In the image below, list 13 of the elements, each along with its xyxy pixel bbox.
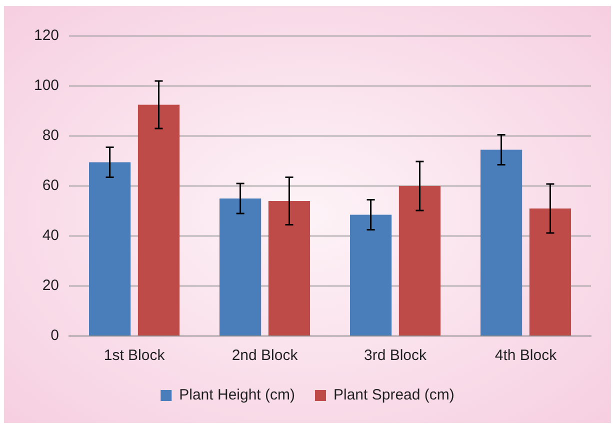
x-tick-label: 3rd Block [364, 347, 428, 364]
legend-label: Plant Spread (cm) [333, 386, 454, 404]
y-tick-label: 100 [34, 77, 60, 94]
x-tick-label: 4th Block [494, 347, 558, 364]
y-tick-label: 20 [42, 277, 60, 294]
x-tick-label: 1st Block [104, 347, 166, 364]
x-tick-label: 2nd Block [232, 347, 298, 364]
y-tick-label: 120 [34, 27, 60, 44]
legend-label: Plant Height (cm) [179, 386, 295, 404]
y-tick-label: 0 [50, 327, 60, 344]
y-tick-label: 80 [42, 127, 60, 144]
y-tick-label: 60 [42, 177, 60, 194]
y-tick-label: 40 [42, 227, 60, 244]
